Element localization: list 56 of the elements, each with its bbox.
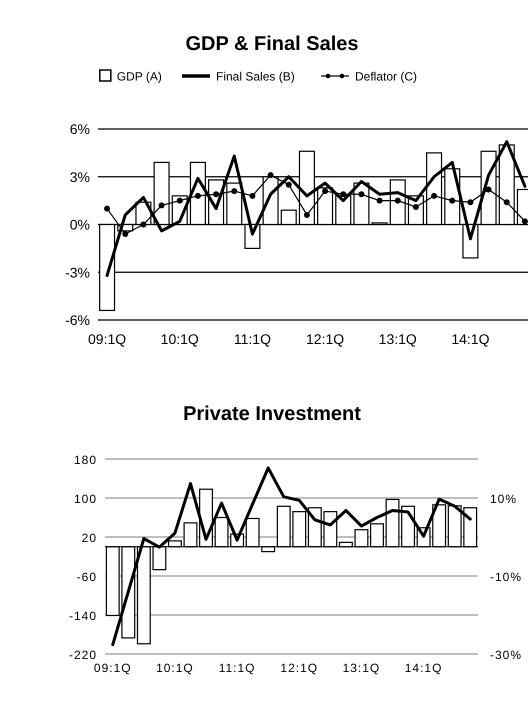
x-tick-label: 12:1Q — [280, 661, 318, 675]
point — [176, 198, 183, 204]
point — [340, 191, 346, 198]
x-tick-label: 12:1Q — [306, 331, 344, 347]
x-tick-label: 09:1Q — [88, 331, 126, 347]
point — [231, 188, 238, 194]
point — [104, 206, 110, 212]
y2-tick-label: 10% — [490, 492, 518, 506]
y-tick-label: -220 — [68, 648, 97, 662]
chart-title: GDP & Final Sales — [185, 33, 359, 55]
legend-label: GDP (A) — [116, 70, 162, 84]
y-tick-label: -140 — [68, 609, 97, 623]
y-tick-label: 0% — [70, 216, 90, 232]
chart-title: Private Investment — [183, 403, 362, 425]
x-tick-label: 10:1Q — [156, 661, 194, 675]
point — [394, 198, 401, 204]
y-tick-label: -6% — [65, 312, 90, 328]
x-tick-label: 11:1Q — [234, 331, 272, 347]
point — [249, 192, 256, 199]
y-tick-label: 20 — [82, 531, 97, 545]
point — [486, 186, 492, 192]
y-tick-label: 6% — [70, 121, 90, 137]
point — [431, 192, 438, 199]
point — [322, 188, 328, 194]
point — [286, 182, 292, 188]
x-tick-label: 10:1Q — [160, 331, 199, 347]
y2-tick-label: -10% — [490, 570, 522, 584]
y-tick-label: 3% — [70, 168, 90, 185]
point — [268, 172, 274, 178]
x-tick-label: 14:1Q — [451, 331, 490, 347]
point — [504, 199, 510, 206]
x-tick-label: 11:1Q — [218, 661, 256, 675]
x-tick-label: 09:1Q — [94, 661, 132, 675]
point — [467, 199, 474, 206]
x-tick-label: 14:1Q — [404, 661, 442, 675]
y-tick-label: -60 — [76, 570, 97, 584]
y-tick-label: 100 — [74, 492, 97, 506]
bar — [226, 182, 242, 226]
point — [304, 212, 310, 218]
legend-label: Final Sales (B) — [216, 70, 295, 84]
point — [522, 218, 528, 224]
point — [376, 198, 383, 204]
point — [449, 198, 456, 204]
y2-tick-label: -30% — [490, 648, 522, 662]
legend-label: Deflator (C) — [355, 70, 418, 84]
x-tick-label: 13:1Q — [342, 661, 380, 675]
point — [158, 202, 165, 208]
point — [358, 191, 364, 198]
point — [412, 204, 419, 210]
point — [122, 231, 128, 238]
x-tick-label: 13:1Q — [378, 331, 417, 347]
point — [194, 192, 201, 199]
bar — [280, 210, 297, 226]
point — [213, 191, 220, 198]
y-tick-label: -3% — [65, 264, 90, 280]
y-tick-label: 180 — [74, 453, 97, 467]
